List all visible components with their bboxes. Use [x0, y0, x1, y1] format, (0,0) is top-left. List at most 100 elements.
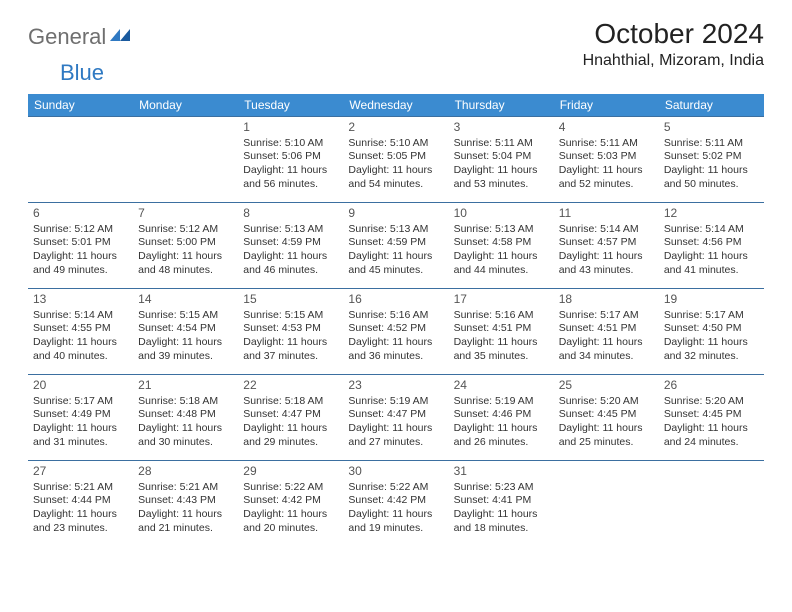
sunset-text: Sunset: 4:59 PM — [243, 236, 338, 250]
calendar-table: Sunday Monday Tuesday Wednesday Thursday… — [28, 94, 764, 547]
day-number: 28 — [138, 464, 233, 480]
day-number: 12 — [664, 206, 759, 222]
sunrise-text: Sunrise: 5:11 AM — [559, 137, 654, 151]
daylight-text: Daylight: 11 hours and 19 minutes. — [348, 508, 443, 535]
sunset-text: Sunset: 4:47 PM — [348, 408, 443, 422]
daylight-text: Daylight: 11 hours and 24 minutes. — [664, 422, 759, 449]
sunset-text: Sunset: 4:55 PM — [33, 322, 128, 336]
day-cell: 18Sunrise: 5:17 AMSunset: 4:51 PMDayligh… — [554, 289, 659, 375]
sunset-text: Sunset: 4:57 PM — [559, 236, 654, 250]
day-cell: 16Sunrise: 5:16 AMSunset: 4:52 PMDayligh… — [343, 289, 448, 375]
day-cell: 25Sunrise: 5:20 AMSunset: 4:45 PMDayligh… — [554, 375, 659, 461]
daylight-text: Daylight: 11 hours and 54 minutes. — [348, 164, 443, 191]
daylight-text: Daylight: 11 hours and 34 minutes. — [559, 336, 654, 363]
sunrise-text: Sunrise: 5:19 AM — [454, 395, 549, 409]
sunset-text: Sunset: 4:42 PM — [348, 494, 443, 508]
sunset-text: Sunset: 5:02 PM — [664, 150, 759, 164]
daylight-text: Daylight: 11 hours and 29 minutes. — [243, 422, 338, 449]
sunrise-text: Sunrise: 5:12 AM — [138, 223, 233, 237]
sunrise-text: Sunrise: 5:10 AM — [243, 137, 338, 151]
day-cell: 6Sunrise: 5:12 AMSunset: 5:01 PMDaylight… — [28, 203, 133, 289]
sunrise-text: Sunrise: 5:10 AM — [348, 137, 443, 151]
empty-cell — [28, 117, 133, 203]
calendar-row: 6 Sunrise: 5:12 AM Sunset: 5:01 PM Daylight… — [28, 203, 764, 289]
sunrise-text: Sunrise: 5:17 AM — [33, 395, 128, 409]
sunset-text: Sunset: 4:56 PM — [664, 236, 759, 250]
sunset-text: Sunset: 4:54 PM — [138, 322, 233, 336]
sunset-text: Sunset: 5:04 PM — [454, 150, 549, 164]
daylight-text: Daylight: 11 hours and 45 minutes. — [348, 250, 443, 277]
calendar-row: 13Sunrise: 5:14 AMSunset: 4:55 PMDayligh… — [28, 289, 764, 375]
sunset-text: Sunset: 4:46 PM — [454, 408, 549, 422]
calendar-row: 1Sunrise: 5:10 AMSunset: 5:06 PMDaylight… — [28, 117, 764, 203]
sunrise-text: Sunrise: 5:18 AM — [138, 395, 233, 409]
daylight-text: Daylight: 11 hours and 56 minutes. — [243, 164, 338, 191]
daylight-text: Daylight: 11 hours and 46 minutes. — [243, 250, 338, 277]
day-cell: 14Sunrise: 5:15 AMSunset: 4:54 PMDayligh… — [133, 289, 238, 375]
daylight-text: Daylight: 11 hours and 21 minutes. — [138, 508, 233, 535]
sunset-text: Sunset: 4:48 PM — [138, 408, 233, 422]
day-cell: 10Sunrise: 5:13 AMSunset: 4:58 PMDayligh… — [449, 203, 554, 289]
logo-icon — [110, 27, 132, 48]
daylight-text: Daylight: 11 hours and 18 minutes. — [454, 508, 549, 535]
day-cell: 30Sunrise: 5:22 AMSunset: 4:42 PMDayligh… — [343, 461, 448, 547]
day-number: 22 — [243, 378, 338, 394]
sunset-text: Sunset: 5:01 PM — [33, 236, 128, 250]
sunrise-text: Sunrise: 5:15 AM — [243, 309, 338, 323]
day-number: 25 — [559, 378, 654, 394]
month-title: October 2024 — [583, 18, 764, 50]
day-number: 14 — [138, 292, 233, 308]
sunset-text: Sunset: 4:49 PM — [33, 408, 128, 422]
day-cell: 1Sunrise: 5:10 AMSunset: 5:06 PMDaylight… — [238, 117, 343, 203]
calendar-row: 20Sunrise: 5:17 AMSunset: 4:49 PM Dayligh… — [28, 375, 764, 461]
sunrise-text: Sunrise: 5:13 AM — [454, 223, 549, 237]
sunrise-text: Sunrise: 5:14 AM — [559, 223, 654, 237]
sunrise-text: Sunrise: 5:23 AM — [454, 481, 549, 495]
day-number: 5 — [664, 120, 759, 136]
sunrise-text: Sunrise: 5:21 AM — [33, 481, 128, 495]
daylight-text: Daylight: 11 hours and 32 minutes. — [664, 336, 759, 363]
day-number: 24 — [454, 378, 549, 394]
sunset-text: Sunset: 5:06 PM — [243, 150, 338, 164]
day-number: 31 — [454, 464, 549, 480]
calendar-body: 1Sunrise: 5:10 AMSunset: 5:06 PMDaylight… — [28, 117, 764, 547]
day-cell: 20Sunrise: 5:17 AMSunset: 4:49 PMDayligh… — [28, 375, 133, 461]
sunset-text: Sunset: 4:45 PM — [559, 408, 654, 422]
day-number: 13 — [33, 292, 128, 308]
day-cell: 24Sunrise: 5:19 AMSunset: 4:46 PMDayligh… — [449, 375, 554, 461]
day-number: 11 — [559, 206, 654, 222]
day-number: 3 — [454, 120, 549, 136]
daylight-text: Daylight: 11 hours and 39 minutes. — [138, 336, 233, 363]
day-cell: 9Sunrise: 5:13 AMSunset: 4:59 PMDaylight… — [343, 203, 448, 289]
logo-text-2: Blue — [60, 60, 104, 85]
sunset-text: Sunset: 5:00 PM — [138, 236, 233, 250]
day-cell: 28Sunrise: 5:21 AMSunset: 4:43 PMDayligh… — [133, 461, 238, 547]
day-number: 16 — [348, 292, 443, 308]
day-number: 19 — [664, 292, 759, 308]
day-number: 29 — [243, 464, 338, 480]
day-number: 7 — [138, 206, 233, 222]
sunset-text: Sunset: 4:44 PM — [33, 494, 128, 508]
day-cell: 8Sunrise: 5:13 AMSunset: 4:59 PMDaylight… — [238, 203, 343, 289]
sunset-text: Sunset: 4:51 PM — [559, 322, 654, 336]
weekday-header: Tuesday — [238, 94, 343, 117]
daylight-text: Daylight: 11 hours and 40 minutes. — [33, 336, 128, 363]
sunrise-text: Sunrise: 5:13 AM — [348, 223, 443, 237]
day-cell: 4Sunrise: 5:11 AMSunset: 5:03 PMDaylight… — [554, 117, 659, 203]
sunset-text: Sunset: 4:53 PM — [243, 322, 338, 336]
daylight-text: Daylight: 11 hours and 35 minutes. — [454, 336, 549, 363]
sunrise-text: Sunrise: 5:18 AM — [243, 395, 338, 409]
day-cell: 19Sunrise: 5:17 AMSunset: 4:50 PMDayligh… — [659, 289, 764, 375]
weekday-header: Thursday — [449, 94, 554, 117]
calendar-row: 27Sunrise: 5:21 AMSunset: 4:44 PMDayligh… — [28, 461, 764, 547]
day-number: 6 — [33, 206, 128, 222]
daylight-text: Daylight: 11 hours and 37 minutes. — [243, 336, 338, 363]
sunset-text: Sunset: 4:47 PM — [243, 408, 338, 422]
sunset-text: Sunset: 4:43 PM — [138, 494, 233, 508]
day-number: 20 — [33, 378, 128, 394]
day-cell: 23Sunrise: 5:19 AMSunset: 4:47 PMDayligh… — [343, 375, 448, 461]
daylight-text: Daylight: 11 hours and 27 minutes. — [348, 422, 443, 449]
sunrise-text: Sunrise: 5:17 AM — [664, 309, 759, 323]
calendar-page: General October 2024 Hnahthial, Mizoram,… — [0, 0, 792, 557]
sunset-text: Sunset: 4:50 PM — [664, 322, 759, 336]
